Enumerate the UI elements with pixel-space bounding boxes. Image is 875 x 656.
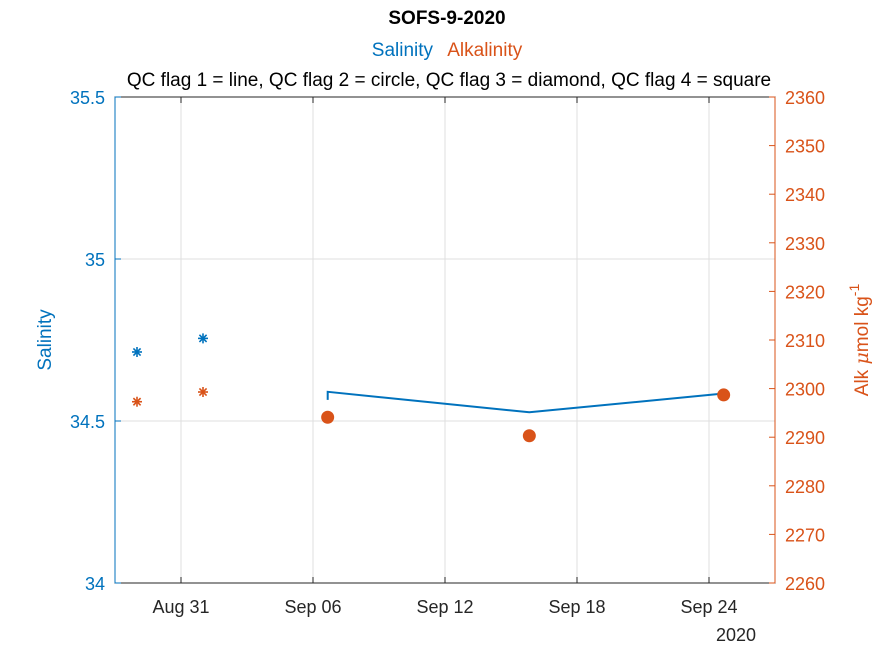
left-tick-label: 35 <box>85 250 105 270</box>
right-tick-label: 2270 <box>785 525 825 545</box>
x-tick-label: Sep 06 <box>284 597 341 617</box>
alkalinity-point-flag2 <box>522 429 536 443</box>
chart-subtitle-qc: QC flag 1 = line, QC flag 2 = circle, QC… <box>127 70 771 91</box>
right-tick-label: 2340 <box>785 185 825 205</box>
left-tick-label: 34.5 <box>70 412 105 432</box>
right-tick-label: 2280 <box>785 477 825 497</box>
x-tick-label: Aug 31 <box>152 597 209 617</box>
x-tick-label: Sep 12 <box>416 597 473 617</box>
alkalinity-point-flag2 <box>717 388 731 402</box>
alkalinity-point-flag4 <box>132 396 142 407</box>
right-y-axis-label-mu: μ <box>851 352 873 364</box>
right-tick-label: 2330 <box>785 234 825 254</box>
chart-subtitle-series: Salinity Alkalinity <box>372 40 523 61</box>
x-axis: Aug 31 Sep 06 Sep 12 Sep 18 Sep 24 <box>152 97 738 617</box>
x-tick-label: Sep 24 <box>680 597 737 617</box>
right-tick-label: 2360 <box>785 88 825 108</box>
right-y-axis-label: Alk μmol kg-1 <box>846 284 873 397</box>
chart-title: SOFS-9-2020 <box>388 8 505 29</box>
left-tick-label: 35.5 <box>70 88 105 108</box>
subtitle-alkalinity: Alkalinity <box>447 40 522 61</box>
right-tick-label: 2260 <box>785 574 825 594</box>
right-y-axis: 2260 2270 2280 2290 2300 2310 2320 2330 2340 2350… <box>769 88 825 594</box>
salinity-point-flag4 <box>198 333 208 344</box>
left-y-axis-label: Salinity <box>35 309 56 371</box>
right-y-axis-label-exponent: -1 <box>846 284 862 297</box>
left-tick-label: 34 <box>85 574 105 594</box>
left-y-axis: 34 34.5 35 35.5 <box>70 88 121 594</box>
right-tick-label: 2350 <box>785 137 825 157</box>
right-tick-label: 2320 <box>785 282 825 302</box>
right-tick-label: 2310 <box>785 331 825 351</box>
alkalinity-point-flag4 <box>198 387 208 398</box>
x-axis-year-label: 2020 <box>716 625 756 645</box>
alkalinity-point-flag2 <box>321 410 335 424</box>
salinity-point-flag4 <box>132 346 142 357</box>
series-layer <box>132 333 731 443</box>
right-y-axis-label-main: Alk <box>852 365 873 397</box>
right-tick-label: 2290 <box>785 428 825 448</box>
salinity-series-line <box>326 390 724 414</box>
right-y-axis-label-unit: mol kg <box>852 296 873 352</box>
x-tick-label: Sep 18 <box>548 597 605 617</box>
right-tick-label: 2300 <box>785 380 825 400</box>
subtitle-salinity: Salinity <box>372 40 434 61</box>
